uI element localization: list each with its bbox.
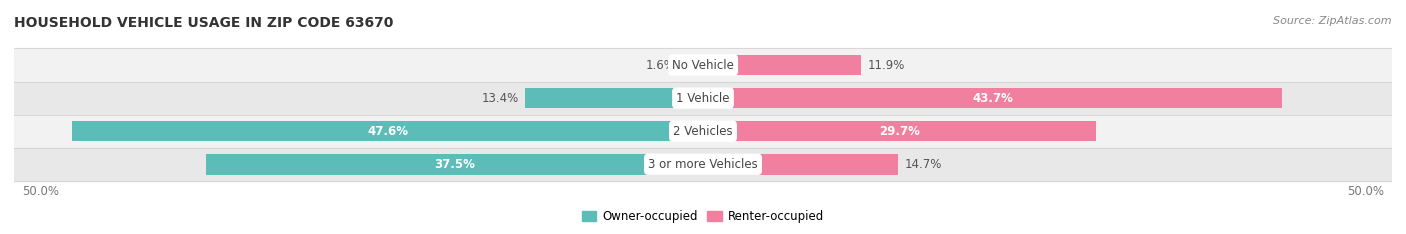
Text: 2 Vehicles: 2 Vehicles	[673, 125, 733, 138]
Text: 37.5%: 37.5%	[434, 158, 475, 171]
Bar	[703, 154, 898, 175]
Text: 13.4%: 13.4%	[482, 91, 519, 105]
Bar	[14, 82, 1392, 115]
Text: 11.9%: 11.9%	[868, 58, 904, 72]
Bar	[207, 154, 703, 175]
Legend: Owner-occupied, Renter-occupied: Owner-occupied, Renter-occupied	[578, 206, 828, 228]
Text: 3 or more Vehicles: 3 or more Vehicles	[648, 158, 758, 171]
Text: Source: ZipAtlas.com: Source: ZipAtlas.com	[1274, 16, 1392, 26]
Bar	[72, 121, 703, 142]
Text: 14.7%: 14.7%	[904, 158, 942, 171]
Bar	[703, 121, 1097, 142]
Text: 29.7%: 29.7%	[879, 125, 920, 138]
Bar	[703, 55, 860, 75]
Bar	[526, 88, 703, 108]
Text: 47.6%: 47.6%	[367, 125, 408, 138]
Text: 43.7%: 43.7%	[972, 91, 1012, 105]
Text: No Vehicle: No Vehicle	[672, 58, 734, 72]
Bar	[14, 148, 1392, 181]
Text: 1 Vehicle: 1 Vehicle	[676, 91, 730, 105]
Bar	[703, 88, 1282, 108]
Text: 1.6%: 1.6%	[645, 58, 675, 72]
Bar	[682, 55, 703, 75]
Bar	[14, 48, 1392, 82]
Bar	[14, 115, 1392, 148]
Text: HOUSEHOLD VEHICLE USAGE IN ZIP CODE 63670: HOUSEHOLD VEHICLE USAGE IN ZIP CODE 6367…	[14, 16, 394, 30]
